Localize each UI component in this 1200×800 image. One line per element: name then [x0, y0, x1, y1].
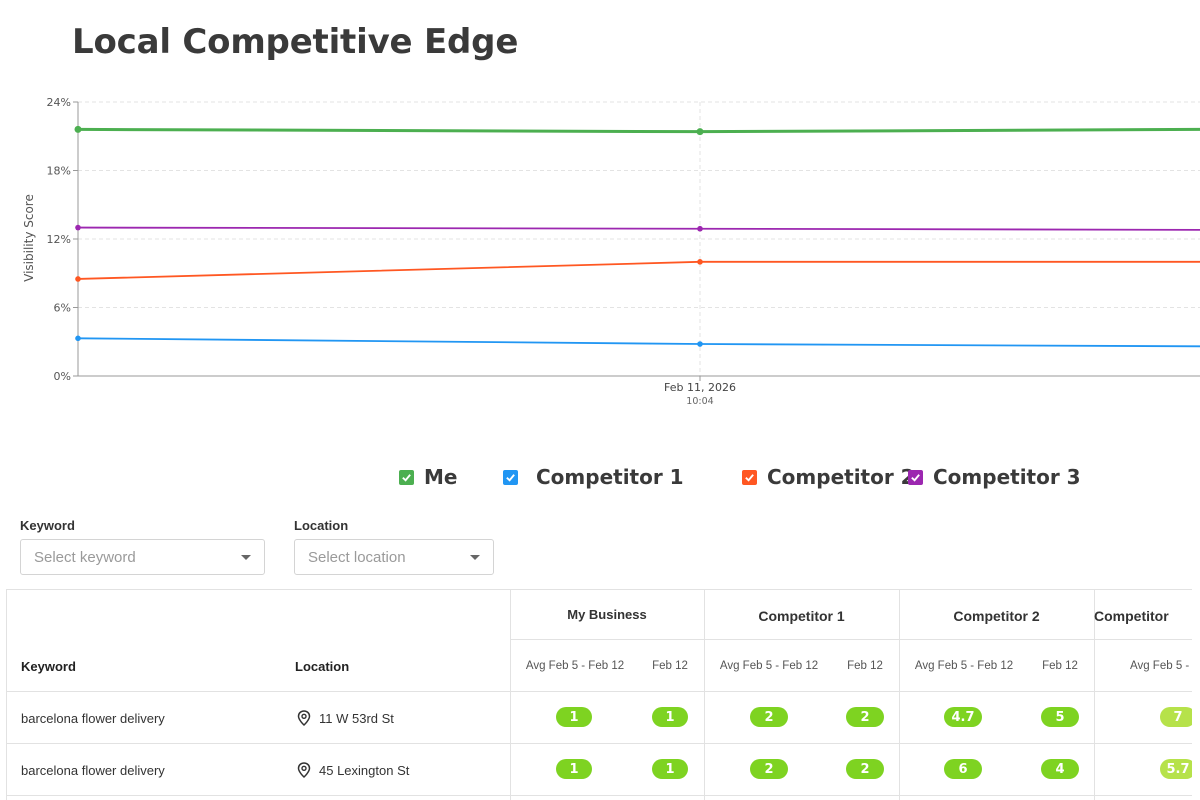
y-tick-label: 0%	[54, 370, 71, 383]
legend-label: Competitor 3	[933, 465, 1081, 489]
group-header-competitor-3: Competitor	[1094, 608, 1169, 624]
checkbox-checked-icon[interactable]	[503, 469, 518, 485]
row-divider	[7, 743, 1192, 744]
rank-pill: 1	[556, 707, 592, 727]
keyword-select-placeholder: Select keyword	[34, 548, 136, 566]
subheader-avg[interactable]: Avg Feb 5 - Feb 12	[525, 660, 625, 672]
chevron-down-icon	[470, 554, 480, 560]
y-axis-label: Visibility Score	[22, 194, 36, 282]
column-header-keyword[interactable]: Keyword	[21, 659, 76, 674]
rank-pill: 4.7	[944, 707, 982, 727]
rank-pill: 2	[846, 707, 884, 727]
keyword-filter: Keyword Select keyword	[20, 518, 265, 575]
chevron-down-icon	[241, 554, 251, 560]
series-line-me	[77, 127, 1200, 134]
header-bottom-divider	[7, 691, 1192, 692]
location-select[interactable]: Select location	[294, 539, 494, 575]
row-keyword: barcelona flower delivery	[21, 711, 165, 726]
map-pin-icon	[297, 710, 311, 726]
rank-pill: 1	[652, 707, 688, 727]
data-point	[75, 276, 81, 282]
row-divider	[7, 795, 1192, 796]
checkbox-checked-icon[interactable]	[742, 469, 757, 485]
data-point	[697, 341, 703, 347]
series-line-competitor-2	[77, 260, 1200, 280]
group-header-my-business: My Business	[567, 607, 647, 622]
x-tick-date: Feb 11, 2026	[664, 381, 736, 394]
subheader-avg[interactable]: Avg Feb 5 -	[1130, 660, 1190, 672]
keyword-filter-label: Keyword	[20, 518, 75, 533]
chart-legend: Me Competitor 1 Competitor 2 Competitor …	[0, 462, 1200, 492]
location-filter: Location Select location	[294, 518, 494, 575]
data-point	[74, 125, 82, 133]
rank-pill: 5	[1041, 707, 1079, 727]
checkbox-checked-icon[interactable]	[908, 469, 923, 485]
data-point	[75, 335, 81, 342]
rank-pill: 5.7	[1160, 759, 1192, 779]
y-tick-label: 12%	[47, 233, 71, 246]
legend-item-competitor-1[interactable]: Competitor 1	[503, 462, 684, 492]
rank-pill: 6	[944, 759, 982, 779]
row-location: 45 Lexington St	[319, 763, 410, 778]
rank-pill: 1	[556, 759, 592, 779]
subheader-avg[interactable]: Avg Feb 5 - Feb 12	[719, 660, 819, 672]
legend-item-competitor-3[interactable]: Competitor 3	[908, 462, 1081, 492]
group-header-competitor-2: Competitor 2	[953, 608, 1040, 624]
data-point	[75, 224, 81, 231]
visibility-line-chart: 0% 6% 12% 18% 24% Visibility Score Feb 11, 2…	[22, 96, 1200, 407]
rank-pill: 4	[1041, 759, 1079, 779]
column-divider	[899, 590, 900, 800]
legend-label: Competitor 2	[767, 465, 915, 489]
rank-pill: 7	[1160, 707, 1192, 727]
group-header-competitor-1: Competitor 1	[758, 608, 845, 624]
subheader-day[interactable]: Feb 12	[847, 660, 883, 672]
rank-pill: 2	[846, 759, 884, 779]
header-divider	[510, 639, 1192, 640]
location-select-placeholder: Select location	[308, 548, 406, 566]
column-divider	[704, 590, 705, 800]
x-tick-time: 10:04	[686, 396, 713, 407]
y-tick-label: 6%	[54, 302, 71, 315]
legend-item-competitor-2[interactable]: Competitor 2	[742, 462, 915, 492]
legend-label: Competitor 1	[536, 465, 684, 489]
column-divider	[510, 590, 511, 800]
subheader-day[interactable]: Feb 12	[1042, 660, 1078, 672]
y-tick-label: 24%	[47, 96, 71, 109]
subheader-avg[interactable]: Avg Feb 5 - Feb 12	[914, 660, 1014, 672]
legend-item-me[interactable]: Me	[399, 462, 457, 492]
data-point	[697, 225, 703, 232]
checkbox-checked-icon[interactable]	[399, 469, 414, 485]
data-point	[697, 259, 703, 265]
keyword-select[interactable]: Select keyword	[20, 539, 265, 575]
y-tick-label: 18%	[47, 165, 71, 178]
page-title: Local Competitive Edge	[72, 22, 519, 62]
series-line-competitor-3	[77, 226, 1200, 231]
map-pin-icon	[297, 762, 311, 778]
rank-pill: 1	[652, 759, 688, 779]
location-filter-label: Location	[294, 518, 349, 533]
rank-pill: 2	[750, 707, 788, 727]
column-header-location[interactable]: Location	[295, 659, 350, 674]
rankings-table: Keyword Location My Business Competitor …	[6, 589, 1192, 800]
series-line-competitor-1	[77, 337, 1200, 348]
row-keyword: barcelona flower delivery	[21, 763, 165, 778]
data-point	[696, 128, 704, 136]
legend-label: Me	[424, 465, 458, 489]
column-divider	[1094, 590, 1095, 800]
rank-pill: 2	[750, 759, 788, 779]
row-location: 11 W 53rd St	[319, 711, 394, 726]
subheader-day[interactable]: Feb 12	[652, 660, 688, 672]
